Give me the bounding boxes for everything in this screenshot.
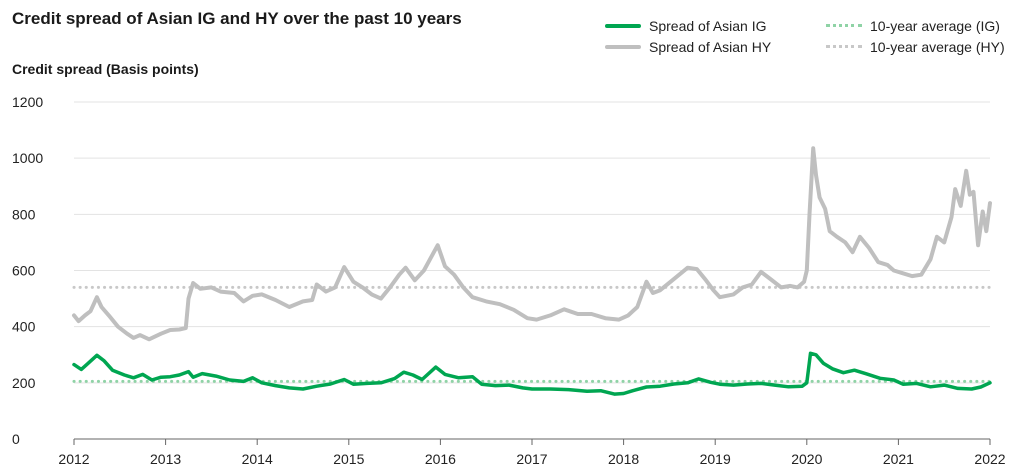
legend-item-hy-avg: 10-year average (HY) [826,36,1005,57]
x-tick-label-2013: 2013 [150,451,181,467]
legend-label-hy-avg: 10-year average (HY) [870,38,1005,55]
x-tick-label-2015: 2015 [333,451,364,467]
x-tick-label-2017: 2017 [516,451,547,467]
legend-swatch-ig [605,23,641,28]
legend-label-ig: Spread of Asian IG [649,17,767,34]
y-tick-label-600: 600 [12,263,36,279]
legend-swatch-hy [605,44,641,49]
legend-item-hy: Spread of Asian HY [605,36,771,57]
y-tick-label-200: 200 [12,375,36,391]
x-tick-label-2019: 2019 [700,451,731,467]
legend-item-ig-avg: 10-year average (IG) [826,15,1005,36]
legend-item-ig: Spread of Asian IG [605,15,771,36]
legend-label-ig-avg: 10-year average (IG) [870,17,1000,34]
x-tick-label-2018: 2018 [608,451,639,467]
x-tick-label-2021: 2021 [883,451,914,467]
x-tick-label-2020: 2020 [791,451,822,467]
x-tick-label-2012: 2012 [58,451,89,467]
y-tick-label-0: 0 [12,431,20,447]
legend-left: Spread of Asian IG Spread of Asian HY [605,15,771,57]
series-line-spread-of-asian-ig [72,351,992,396]
legend-right: 10-year average (IG) 10-year average (HY… [826,15,1005,57]
legend-swatch-ig-avg [826,24,862,27]
legend-label-hy: Spread of Asian HY [649,38,772,55]
series-line-spread-of-asian-hy [72,146,992,342]
y-tick-label-1000: 1000 [12,150,43,166]
y-tick-label-1200: 1200 [12,94,43,110]
y-tick-label-800: 800 [12,206,36,222]
y-tick-label-400: 400 [12,319,36,335]
x-tick-label-2014: 2014 [242,451,273,467]
chart-title: Credit spread of Asian IG and HY over th… [12,9,462,28]
legend-swatch-hy-avg [826,45,862,48]
x-tick-label-2016: 2016 [425,451,456,467]
x-tick-label-2022: 2022 [974,451,1005,467]
y-axis-label: Credit spread (Basis points) [12,61,199,77]
